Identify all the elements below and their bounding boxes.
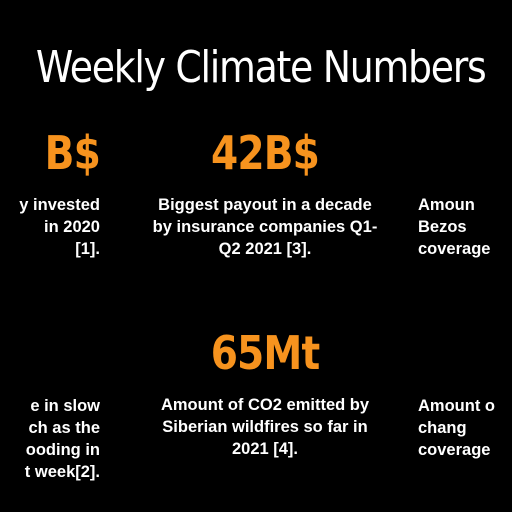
stat-description: Biggest payout in a decade by insurance … xyxy=(152,196,378,258)
stat-description: Amount of CO2 emitted by Siberian wildfi… xyxy=(160,396,370,458)
page-title: Weekly Climate Numbers xyxy=(35,42,487,93)
stat-top-left: B$ y invested in 2020 [1]. xyxy=(0,126,101,260)
stat-number: B$ xyxy=(44,126,101,180)
stat-number: 42B$ xyxy=(210,126,320,180)
stat-description: Amoun Bezos coverage xyxy=(418,196,491,258)
stat-bottom-left: e in slow ch as the ooding in t week[2]. xyxy=(0,395,100,483)
stat-description: Amount o chang coverage xyxy=(418,397,495,459)
stat-description: y invested in 2020 [1]. xyxy=(19,196,100,258)
stat-top-center: 42B$ Biggest payout in a decade by insur… xyxy=(120,130,410,260)
stat-bottom-right: Amount o chang coverage xyxy=(418,395,512,461)
stat-bottom-center: 65Mt Amount of CO2 emitted by Siberian w… xyxy=(120,330,410,460)
stat-number: 65Mt xyxy=(210,326,320,380)
stat-description: e in slow ch as the ooding in t week[2]. xyxy=(24,397,100,481)
stat-top-right: Amoun Bezos coverage xyxy=(418,194,512,260)
